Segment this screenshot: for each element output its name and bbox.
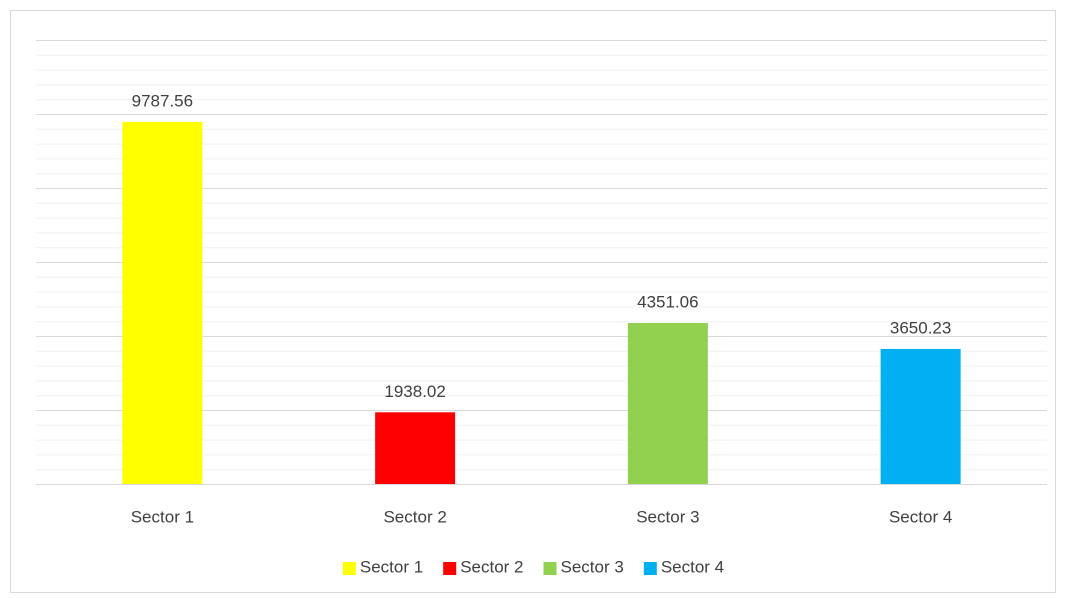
x-tick-label: Sector 2 xyxy=(383,507,446,526)
bar xyxy=(880,348,961,484)
value-label: 4351.06 xyxy=(637,292,698,311)
value-label: 3650.23 xyxy=(890,318,951,337)
bar xyxy=(627,323,708,484)
legend-swatch xyxy=(543,562,557,575)
x-tick-label: Sector 1 xyxy=(131,507,194,526)
value-label: 9787.56 xyxy=(132,91,193,110)
x-tick-label: Sector 4 xyxy=(889,507,952,526)
bar xyxy=(122,121,203,484)
legend-label: Sector 3 xyxy=(561,557,624,576)
legend-swatch xyxy=(643,562,657,575)
legend-label: Sector 4 xyxy=(661,557,724,576)
bar xyxy=(375,412,456,484)
legend-label: Sector 2 xyxy=(460,557,523,576)
legend-label: Sector 1 xyxy=(360,557,423,576)
legend-swatch xyxy=(443,562,457,575)
legend-swatch xyxy=(342,562,356,575)
x-tick-label: Sector 3 xyxy=(636,507,699,526)
value-label: 1938.02 xyxy=(384,382,445,401)
